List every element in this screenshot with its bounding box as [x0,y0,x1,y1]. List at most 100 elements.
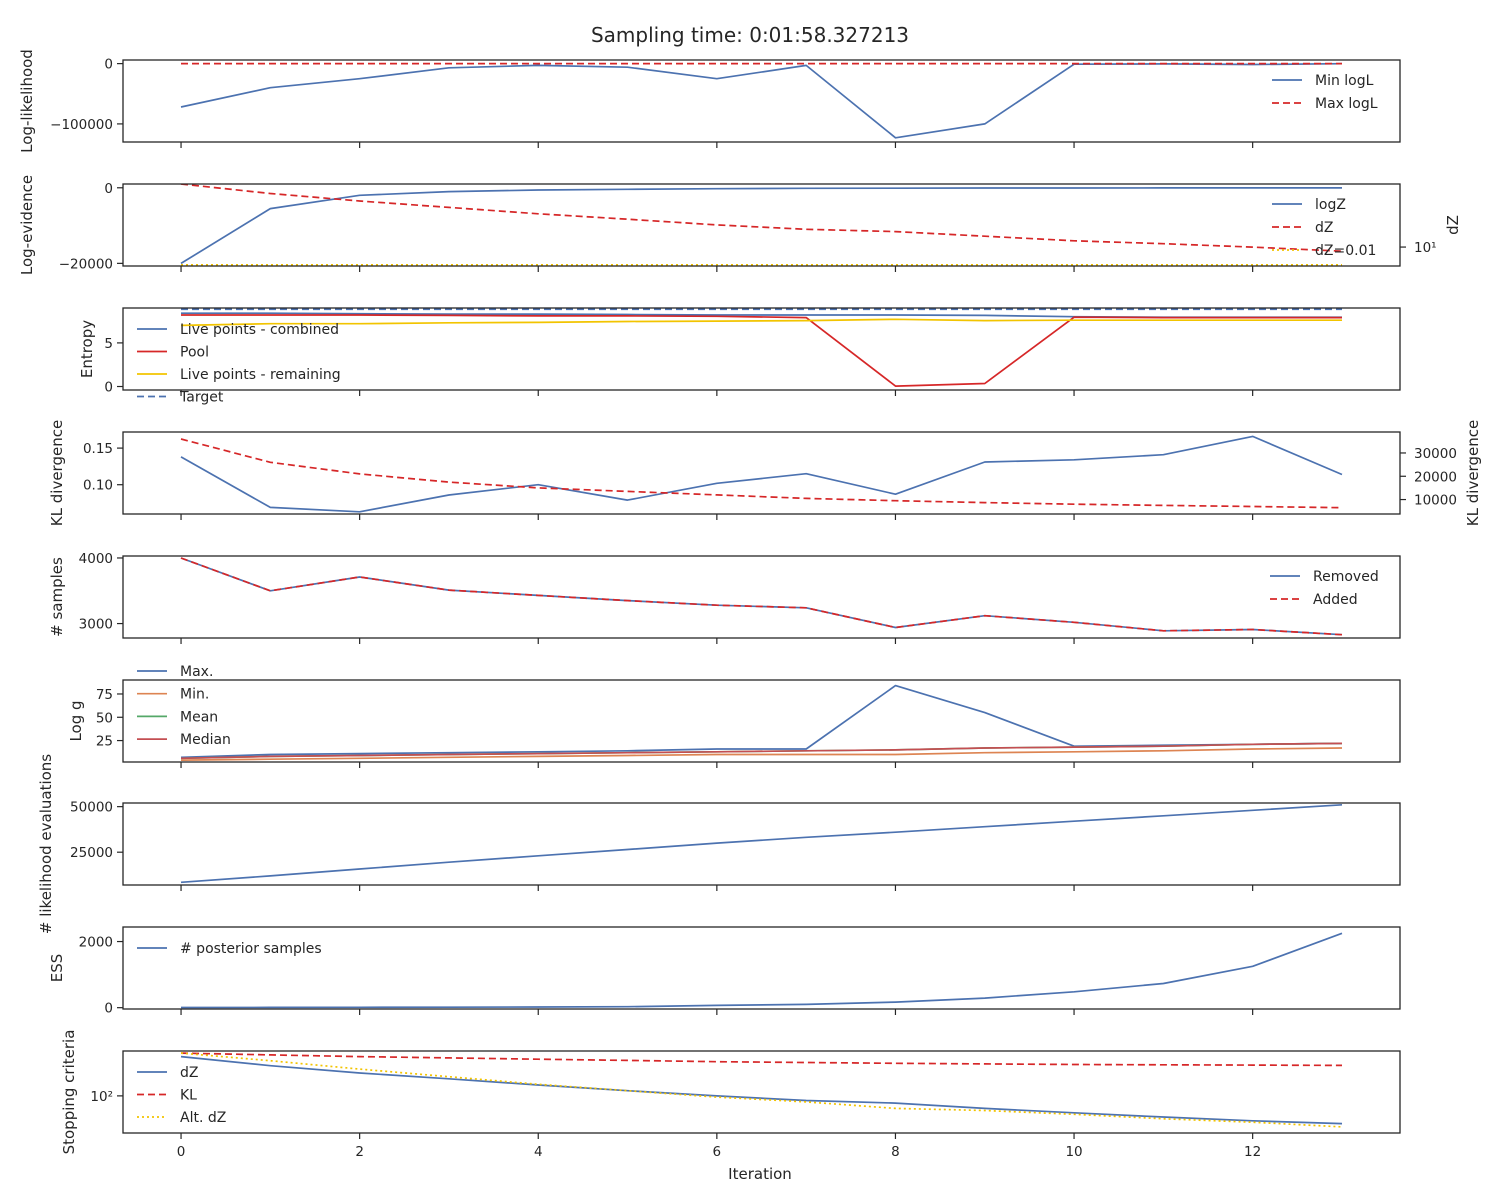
series-group [180,803,1343,884]
y2-axis-label: dZ [1444,215,1462,235]
panel-6: 75 50 25 Log g Max. Min. Mean Median [67,664,1401,768]
y2-tick-label: 10000 [1414,493,1457,509]
plot-frame [122,555,1401,639]
series-line-added [180,557,1343,636]
panel-4: 0.15 0.10 30000 20000 10000 KL divergence KL d… [48,420,1482,526]
legend-label: Median [180,732,231,748]
plot-frame [122,183,1401,267]
legend-label: Removed [1313,569,1379,585]
legend: Max. Min. Mean Median [137,664,231,748]
y-axis-label: Entropy [78,320,96,378]
y2-tick-label: 30000 [1414,446,1457,462]
panel-2: 0 −20000 10¹ Log-evidence dZ logZ dZ dZ=0.01 [18,175,1462,275]
series-line-series-2 [180,438,1343,509]
series-group [180,1052,1343,1128]
y-axis-label: Stopping criteria [60,1030,78,1155]
series-group [180,184,1343,266]
y-tick-label: 0.10 [83,478,113,494]
legend-label: # posterior samples [180,941,322,957]
series-line-logz [180,187,1342,265]
legend-label: Mean [180,709,218,725]
series-line-removed [180,557,1343,636]
y2-tick-label: 20000 [1414,469,1457,485]
legend: Min logL Max logL [1272,73,1378,112]
legend-label: Live points - remaining [180,367,341,383]
y-tick-label: 50 [96,710,113,726]
legend-label: Min logL [1315,73,1374,89]
series-group [180,308,1342,387]
x-tick-label: 8 [891,1144,900,1160]
legend: Removed Added [1270,569,1379,608]
series-line-max- [180,684,1343,759]
y-tick-label: 5 [104,336,113,352]
y-axis-label: Log g [67,700,85,741]
legend: Live points - combined Pool Live points - … [137,322,341,406]
x-tick-label: 10 [1065,1144,1082,1160]
y-tick-label: 25 [96,734,113,750]
y-tick-label: 25000 [70,845,113,861]
panel-8: 2000 0 ESS # posterior samples [48,926,1401,1017]
legend-label: Live points - combined [180,322,339,338]
series-group [180,557,1343,636]
panels: 0 −100000 Log-likelihood Min logL Max logL 0 −… [18,49,1482,1160]
series-line-series-1 [180,803,1343,884]
legend-label: dZ=0.01 [1315,243,1376,259]
series-line-live-points-remaining [180,318,1342,327]
series-line-min-logl [180,62,1343,139]
panel-1: 0 −100000 Log-likelihood Min logL Max logL [18,49,1401,153]
y2-axis-label: KL divergence [1464,420,1482,526]
figure-title: Sampling time: 0:01:58.327213 [591,23,909,47]
y-tick-label: 0.15 [83,441,113,457]
y-tick-label: −100000 [50,117,113,133]
series-line-pool [181,314,1342,387]
series-line-dz [180,184,1343,253]
panel-7: 50000 25000 # likelihood evaluations [37,754,1401,934]
series-group [180,684,1343,761]
y2-tick-label: 10¹ [1414,240,1437,256]
plot-frame [122,802,1401,886]
series-group [180,435,1343,513]
y-axis-label: ESS [48,954,66,983]
legend-label: KL [180,1088,197,1104]
y-tick-label: 4000 [79,551,113,567]
legend-label: dZ [1315,220,1333,236]
legend: logZ dZ dZ=0.01 [1272,197,1376,259]
x-tick-label: 2 [355,1144,364,1160]
series-group [180,932,1343,1009]
legend: dZ KL Alt. dZ [137,1065,226,1126]
series-line--posterior-samples [180,932,1343,1009]
plot-frame [122,679,1401,763]
series-line-median [180,742,1343,760]
y-tick-label: 3000 [79,617,113,633]
x-axis-label: Iteration [728,1165,792,1183]
plot-frame [122,307,1401,391]
series-group [180,62,1343,139]
y-axis-label: Log-evidence [18,175,36,275]
panel-9: 0 2 4 6 8 10 12 10² Stopping criteria dZ KL Alt. dZ [60,1030,1401,1160]
y-tick-label: 75 [96,687,113,703]
legend-label: Min. [180,687,209,703]
panel-5: 4000 3000 # samples Removed Added [48,551,1401,644]
series-line-min- [180,747,1343,761]
legend-label: dZ [180,1065,198,1081]
y-tick-label: 0 [104,181,113,197]
y-tick-label: 0 [104,1001,113,1017]
series-line-kl [180,1052,1343,1067]
series-line-series-1 [180,435,1343,513]
plot-frame [122,431,1401,515]
x-tick-label: 12 [1244,1144,1261,1160]
y-tick-label: 0 [104,380,113,396]
legend: # posterior samples [137,941,322,957]
y-tick-label: 10² [90,1089,113,1105]
series-line-dz [180,1055,1343,1125]
y-axis-label: # samples [48,557,66,637]
legend-label: Pool [180,345,209,361]
plot-frame [122,926,1401,1010]
y-axis-label: # likelihood evaluations [37,754,55,934]
legend-label: Added [1313,592,1358,608]
legend-label: Alt. dZ [180,1110,226,1126]
x-tick-label: 0 [177,1144,186,1160]
x-tick-label: 6 [713,1144,722,1160]
y-tick-label: 0 [104,57,113,73]
x-tick-label: 4 [534,1144,543,1160]
